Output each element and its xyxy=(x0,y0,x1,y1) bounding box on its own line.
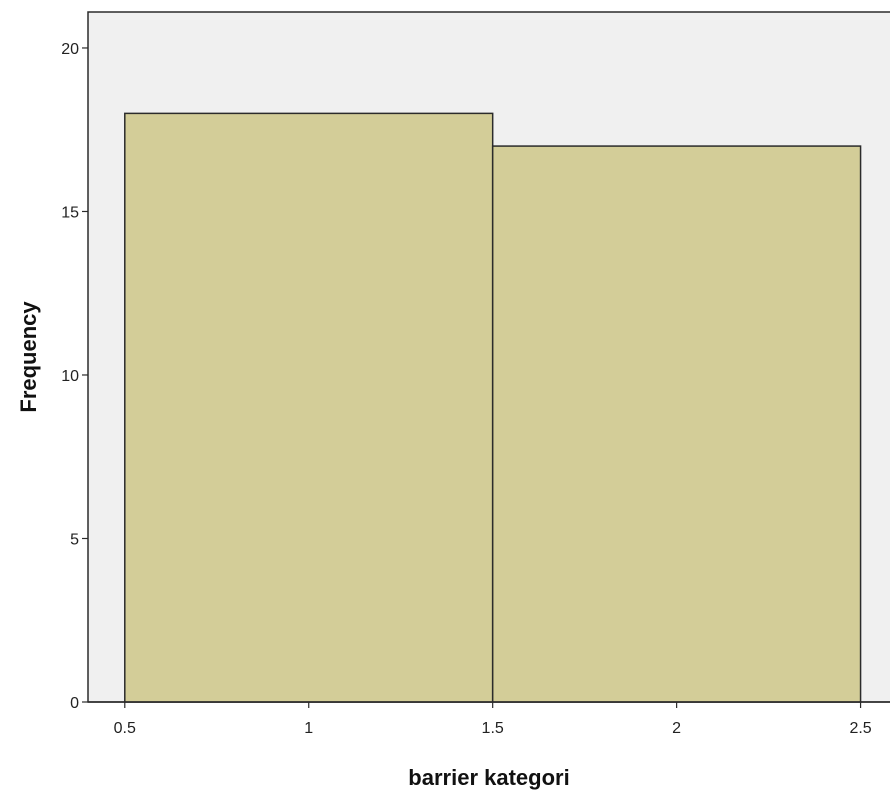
bars-group xyxy=(124,112,862,703)
y-axis: 0 5 10 15 20 xyxy=(61,41,88,712)
x-tick-label: 2.5 xyxy=(849,720,871,737)
histogram-bar-2 xyxy=(491,145,862,703)
y-tick-label: 15 xyxy=(61,204,79,221)
x-tick-label: 1.5 xyxy=(482,720,504,737)
y-tick-label: 0 xyxy=(70,695,79,712)
x-tick-label: 2 xyxy=(672,720,681,737)
y-axis-title: Frequency xyxy=(16,301,41,413)
x-tick-label: 1 xyxy=(304,720,313,737)
x-tick-label: 0.5 xyxy=(114,720,136,737)
x-axis-title: barrier kategori xyxy=(408,765,569,790)
y-tick-label: 10 xyxy=(61,368,79,385)
y-tick-label: 5 xyxy=(70,531,79,548)
histogram-bar-1 xyxy=(124,112,494,703)
y-tick-label: 20 xyxy=(61,41,79,58)
x-axis: 0.5 1 1.5 2 2.5 xyxy=(88,701,890,737)
